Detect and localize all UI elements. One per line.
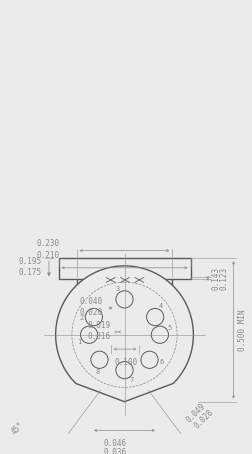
Text: 0.016: 0.016 xyxy=(88,332,111,341)
Text: 0.036: 0.036 xyxy=(103,448,127,454)
Circle shape xyxy=(91,351,108,368)
Text: 0.100: 0.100 xyxy=(115,358,138,367)
Text: 6: 6 xyxy=(160,359,164,365)
Text: 0.046: 0.046 xyxy=(103,439,127,448)
Text: 0.143: 0.143 xyxy=(211,266,220,290)
Text: 0.020: 0.020 xyxy=(79,308,103,317)
Text: 7: 7 xyxy=(130,377,134,383)
Text: 0.210: 0.210 xyxy=(36,251,59,260)
Circle shape xyxy=(116,361,133,379)
Bar xyxy=(77,277,172,364)
Text: 8: 8 xyxy=(95,369,100,375)
Text: 0.049: 0.049 xyxy=(185,402,207,424)
Circle shape xyxy=(81,326,98,343)
Circle shape xyxy=(141,351,158,368)
Circle shape xyxy=(151,326,169,343)
Circle shape xyxy=(147,308,164,326)
Text: 45°: 45° xyxy=(9,420,25,437)
Text: 1: 1 xyxy=(77,339,81,345)
Bar xyxy=(121,276,129,279)
Bar xyxy=(135,276,144,279)
Text: 0.175: 0.175 xyxy=(18,268,41,277)
Circle shape xyxy=(85,308,103,326)
Text: 0.019: 0.019 xyxy=(88,321,111,330)
Text: 0.230: 0.230 xyxy=(36,239,59,248)
Circle shape xyxy=(116,291,133,308)
Bar xyxy=(106,276,115,279)
Text: 0.195: 0.195 xyxy=(18,257,41,266)
Text: 3: 3 xyxy=(115,286,119,292)
Text: 0.040: 0.040 xyxy=(79,297,103,306)
Text: 0.123: 0.123 xyxy=(219,266,228,290)
Text: 2: 2 xyxy=(79,315,84,321)
Text: 0.028: 0.028 xyxy=(193,408,215,430)
Text: 4: 4 xyxy=(158,303,163,309)
Polygon shape xyxy=(56,266,193,402)
Text: 5: 5 xyxy=(168,325,172,331)
Text: 0.500 MIN: 0.500 MIN xyxy=(238,309,247,351)
Bar xyxy=(58,258,191,279)
